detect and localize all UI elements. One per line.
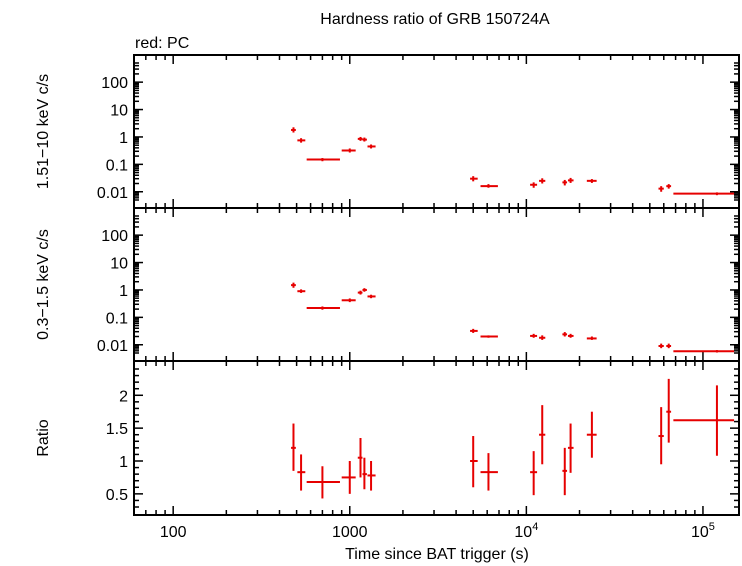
x-tick-label: 100 [160,524,187,541]
data-point [306,158,340,162]
panel-hard: 0.01 0.1 1 10 100 1.51−10 keV c/s [35,54,740,209]
y-axis-label: 0.3−1.5 keV c/s [35,229,52,340]
panel-soft: 0.01 0.1 1 10 100 0.3−1.5 keV c/s [35,207,740,362]
data-point [357,438,363,478]
data-point [666,378,672,443]
data-point [567,177,574,183]
y-tick-label: 0.1 [106,157,128,174]
panel-frame [133,54,740,209]
panel-ratio: 0.5 1 1.5 2 Ratio [35,360,740,516]
data-point [666,343,672,349]
data-point [470,436,478,488]
y-tick-label: 1.5 [106,421,128,438]
y-axis-label: 1.51−10 keV c/s [35,74,52,189]
data-point [367,294,376,299]
x-tick-label: 104 [514,521,538,541]
data-point [666,184,672,189]
data-point [291,282,296,288]
data-point [362,137,367,142]
x-axis-label: Time since BAT trigger (s) [345,546,529,563]
data-point [362,457,367,490]
x-tick-label: 105 [691,521,715,541]
data-point [530,451,538,496]
data-point [673,385,735,456]
data-point [470,328,478,333]
data-point [297,138,306,143]
data-point [567,333,574,338]
data-point [539,335,546,340]
data-point [367,461,376,491]
data-point [341,461,356,494]
data-point [362,288,367,292]
data-point [530,182,538,188]
y-tick-label: 0.01 [97,338,128,355]
y-tick-label: 1 [119,283,128,300]
y-tick-label: 10 [110,256,128,273]
data-point [297,289,306,293]
y-tick-label: 1 [119,454,128,471]
y-tick-label: 1 [119,130,128,147]
data-point [306,306,340,310]
panel-frame [133,360,740,516]
data-point [586,336,597,340]
data-point [539,405,546,465]
y-tick-label: 100 [101,75,128,92]
data-point [658,343,664,349]
data-point [562,179,568,186]
data-point [367,144,376,149]
data-point [341,298,356,303]
y-tick-label: 2 [119,388,128,405]
data-point [586,179,597,183]
y-tick-label: 100 [101,228,128,245]
data-point [562,332,568,337]
data-point [341,148,356,153]
chart-title: Hardness ratio of GRB 150724A [320,11,550,28]
data-point [470,176,478,182]
data-point [291,127,296,133]
data-point [673,350,735,353]
data-point [357,290,363,295]
y-tick-label: 0.01 [97,185,128,202]
data-point [586,411,597,458]
panel-frame [133,207,740,362]
y-tick-label: 0.5 [106,487,128,504]
data-point [480,184,498,188]
data-point [306,466,340,499]
y-tick-label: 10 [110,103,128,120]
data-point [567,423,574,473]
data-point [539,178,546,184]
y-axis-label: Ratio [35,419,52,456]
x-tick-label: 1000 [332,524,368,541]
data-point [297,454,306,491]
data-point [530,333,538,338]
data-point [357,136,363,141]
data-point [480,335,498,338]
data-point [562,447,568,496]
data-point [480,453,498,491]
data-point [291,423,296,471]
data-point [658,407,664,465]
data-point [658,186,664,192]
chart-subtitle: red: PC [135,35,189,52]
data-point [673,192,735,196]
y-tick-label: 0.1 [106,310,128,327]
